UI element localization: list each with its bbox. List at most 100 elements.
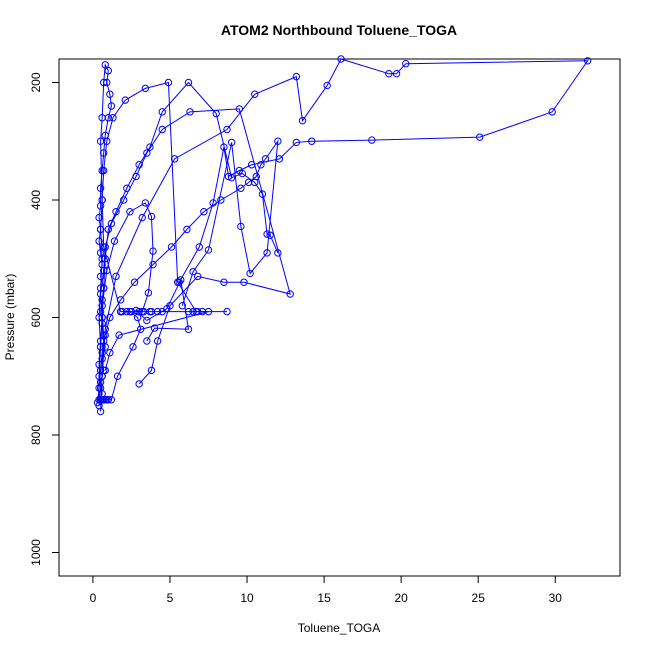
x-tick-label: 5: [167, 591, 174, 605]
data-point: [149, 260, 157, 269]
data-point: [476, 133, 484, 141]
data-point: [204, 246, 213, 254]
data-point: [121, 96, 129, 104]
plot-area: [93, 55, 592, 416]
data-point: [385, 69, 393, 78]
y-tick-label: 800: [29, 425, 43, 445]
data-point: [223, 307, 231, 316]
data-point: [115, 331, 123, 339]
data-point: [107, 219, 116, 228]
data-point: [112, 272, 120, 281]
data-point: [95, 213, 103, 222]
data-point: [126, 307, 134, 316]
x-tick-label: 10: [240, 591, 254, 605]
data-point: [106, 90, 114, 98]
data-point: [298, 116, 307, 125]
data-point: [266, 231, 274, 239]
data-point: [103, 137, 111, 145]
data-point: [118, 307, 126, 316]
data-point: [246, 269, 254, 278]
data-point: [147, 366, 156, 375]
data-point: [143, 337, 151, 345]
y-axis: 200 400 600 800 1000: [29, 72, 59, 566]
data-point: [99, 149, 108, 157]
data-point: [138, 213, 146, 222]
series-line: [100, 202, 190, 412]
series-line: [98, 63, 227, 400]
data-point: [184, 78, 193, 87]
data-point: [98, 302, 106, 310]
data-point: [101, 61, 109, 69]
data-point: [227, 138, 236, 147]
series-line: [98, 108, 291, 406]
data-point: [337, 55, 345, 63]
data-point: [220, 143, 228, 151]
data-point: [98, 255, 106, 263]
data-point: [135, 161, 143, 169]
data-point: [106, 313, 114, 322]
data-point: [292, 138, 301, 147]
x-tick-label: 0: [90, 591, 97, 605]
data-point: [173, 278, 182, 286]
data-point: [237, 222, 245, 231]
data-point: [184, 325, 193, 333]
data-point: [104, 67, 113, 75]
data-point: [274, 137, 282, 145]
data-point: [95, 237, 103, 245]
data-point: [149, 247, 157, 255]
data-point: [548, 108, 556, 116]
data-point: [286, 290, 294, 298]
data-point: [106, 349, 114, 357]
data-point: [237, 184, 245, 192]
data-point: [136, 325, 145, 333]
chart-title: ATOM2 Northbound Toluene_TOGA: [221, 22, 457, 38]
data-point: [170, 155, 179, 163]
data-point: [392, 69, 401, 78]
data-point: [116, 296, 125, 304]
data-point: [235, 166, 244, 175]
data-point: [292, 72, 301, 81]
data-point: [99, 166, 108, 175]
data-point: [135, 380, 143, 388]
series-line: [98, 81, 209, 400]
data-point: [120, 196, 128, 204]
y-tick-label: 600: [29, 307, 43, 327]
data-point: [150, 324, 159, 332]
data-point: [167, 243, 176, 251]
data-point: [113, 372, 122, 380]
data-point: [103, 78, 111, 87]
data-point: [146, 143, 154, 151]
data-point: [146, 307, 154, 316]
data-point: [153, 307, 162, 316]
data-point: [195, 243, 203, 251]
data-point: [186, 108, 194, 116]
data-point: [220, 278, 228, 286]
data-point: [583, 57, 592, 65]
data-point: [158, 125, 166, 134]
data-point: [103, 266, 111, 275]
data-point: [194, 272, 202, 281]
data-point: [158, 108, 166, 116]
data-point: [99, 78, 108, 87]
data-point: [247, 161, 256, 169]
y-tick-label: 1000: [29, 539, 43, 566]
series-line: [101, 58, 589, 377]
data-point: [153, 337, 162, 345]
data-point: [144, 289, 153, 297]
data-point: [107, 396, 116, 404]
y-tick-label: 400: [29, 190, 43, 210]
data-point: [96, 184, 105, 192]
data-point: [235, 105, 244, 113]
data-point: [257, 161, 265, 169]
data-point: [217, 196, 225, 204]
data-point: [101, 366, 109, 375]
data-point: [126, 208, 134, 216]
data-point: [204, 307, 213, 316]
data-point: [98, 114, 106, 122]
data-point: [402, 60, 410, 68]
data-point: [143, 149, 151, 157]
data-point: [109, 114, 117, 122]
data-point: [252, 172, 260, 181]
data-point: [112, 208, 120, 216]
